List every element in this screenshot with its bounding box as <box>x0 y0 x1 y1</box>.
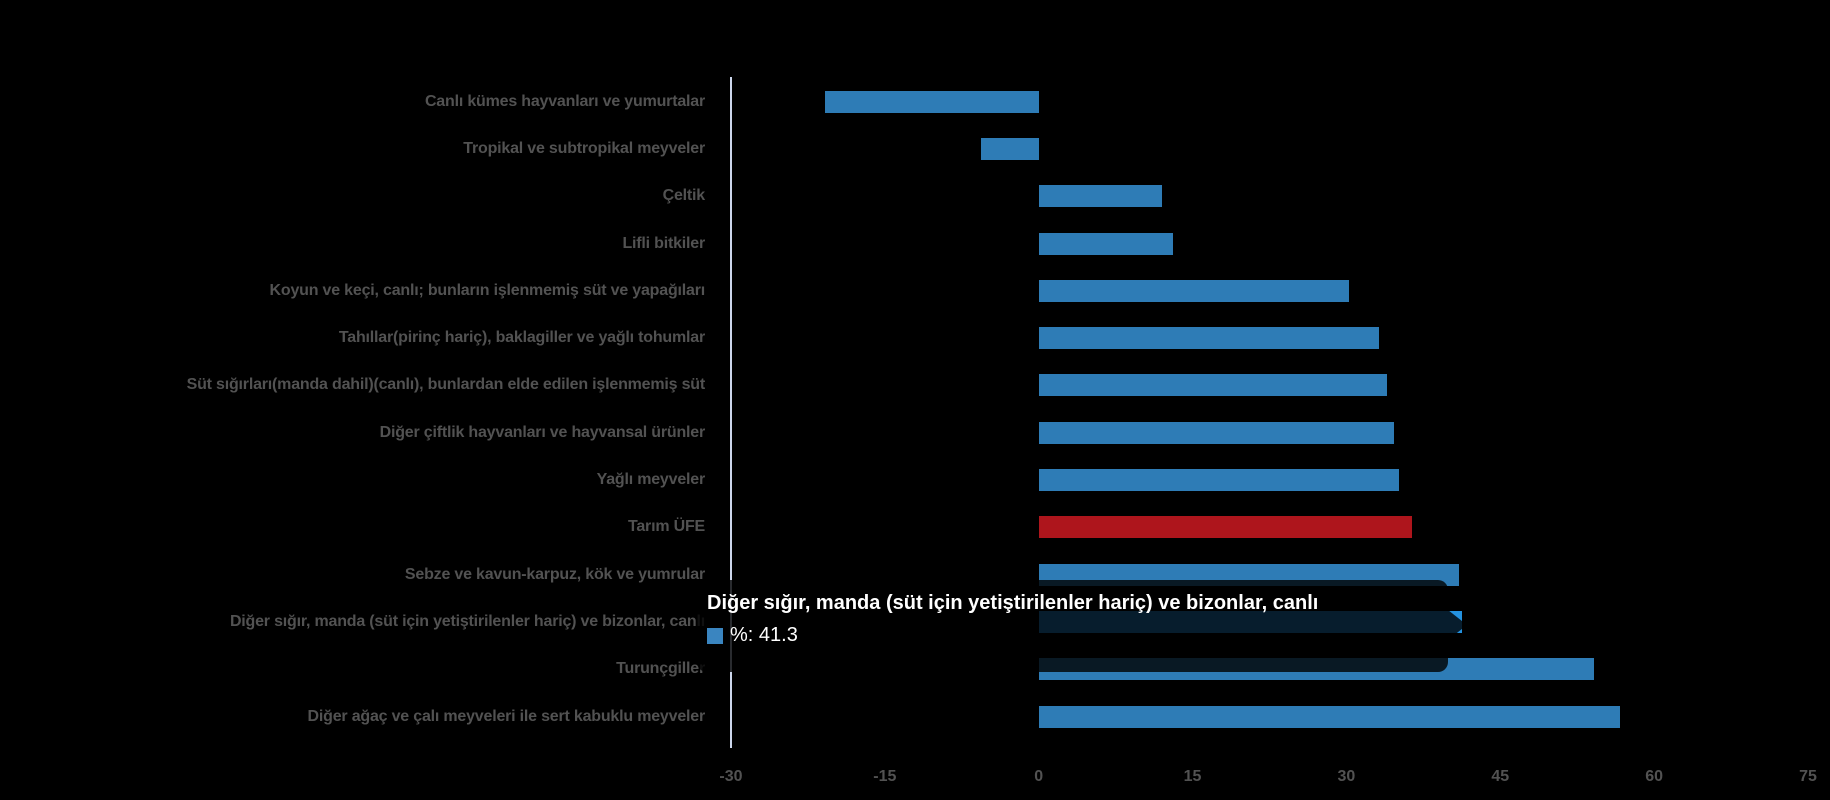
category-label: Canlı kümes hayvanları ve yumurtalar <box>424 92 705 110</box>
tooltip-series-swatch-icon <box>707 627 723 644</box>
x-tick-label: 30 <box>1337 768 1356 785</box>
tooltip: Diğer sığır, manda (süt için yetiştirile… <box>697 580 1448 672</box>
category-label: Tarım ÜFE <box>627 518 705 536</box>
category-label: Turunçgiller <box>616 660 705 678</box>
tooltip-value-row: %: 41.3 <box>707 624 1438 647</box>
category-label: Yağlı meyveler <box>596 471 706 488</box>
bar[interactable] <box>1038 279 1350 302</box>
category-label: Koyun ve keçi, canlı; bunların işlenmemi… <box>269 281 706 299</box>
category-label: Süt sığırları(manda dahil)(canlı), bunla… <box>186 376 706 394</box>
x-tick-label: 75 <box>1799 768 1817 785</box>
bar[interactable] <box>825 90 1039 113</box>
bar[interactable] <box>1038 374 1388 397</box>
bar[interactable] <box>1038 469 1399 491</box>
bar[interactable] <box>1038 327 1380 350</box>
bar[interactable] <box>1038 516 1413 539</box>
category-label: Tahıllar(pirinç hariç), baklagiller ve y… <box>338 329 705 347</box>
x-tick-label: 15 <box>1183 768 1202 785</box>
x-tick-label: 0 <box>1034 768 1044 785</box>
category-label: Diğer çiftlik hayvanları ve hayvansal ür… <box>379 423 706 441</box>
category-label: Sebze ve kavun-karpuz, kök ve yumrular <box>404 565 705 583</box>
tooltip-title: Diğer sığır, manda (süt için yetiştirile… <box>707 592 1319 614</box>
bar[interactable] <box>1038 232 1174 255</box>
bar[interactable] <box>1038 705 1621 728</box>
category-label: Diğer sığır, manda (süt için yetiştirile… <box>229 612 705 630</box>
x-tick-label: -30 <box>719 768 743 785</box>
x-tick-label: 45 <box>1491 768 1510 785</box>
bar[interactable] <box>981 137 1039 160</box>
x-tick-label: 60 <box>1645 768 1664 785</box>
x-tick-label: -15 <box>873 768 897 785</box>
category-label: Çeltik <box>662 187 706 205</box>
tooltip-value: %: 41.3 <box>730 624 798 646</box>
category-label: Tropikal ve subtropikal meyveler <box>463 139 705 157</box>
category-label: Diğer ağaç ve çalı meyveleri ile sert ka… <box>307 707 706 725</box>
category-label: Lifli bitkiler <box>622 234 705 252</box>
y-axis-line <box>730 77 732 748</box>
bar[interactable] <box>1038 421 1394 444</box>
bar[interactable] <box>1038 185 1162 208</box>
